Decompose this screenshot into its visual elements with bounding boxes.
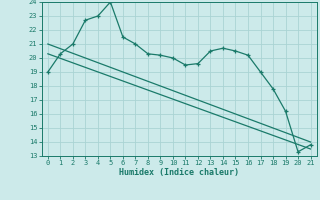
- X-axis label: Humidex (Indice chaleur): Humidex (Indice chaleur): [119, 168, 239, 177]
